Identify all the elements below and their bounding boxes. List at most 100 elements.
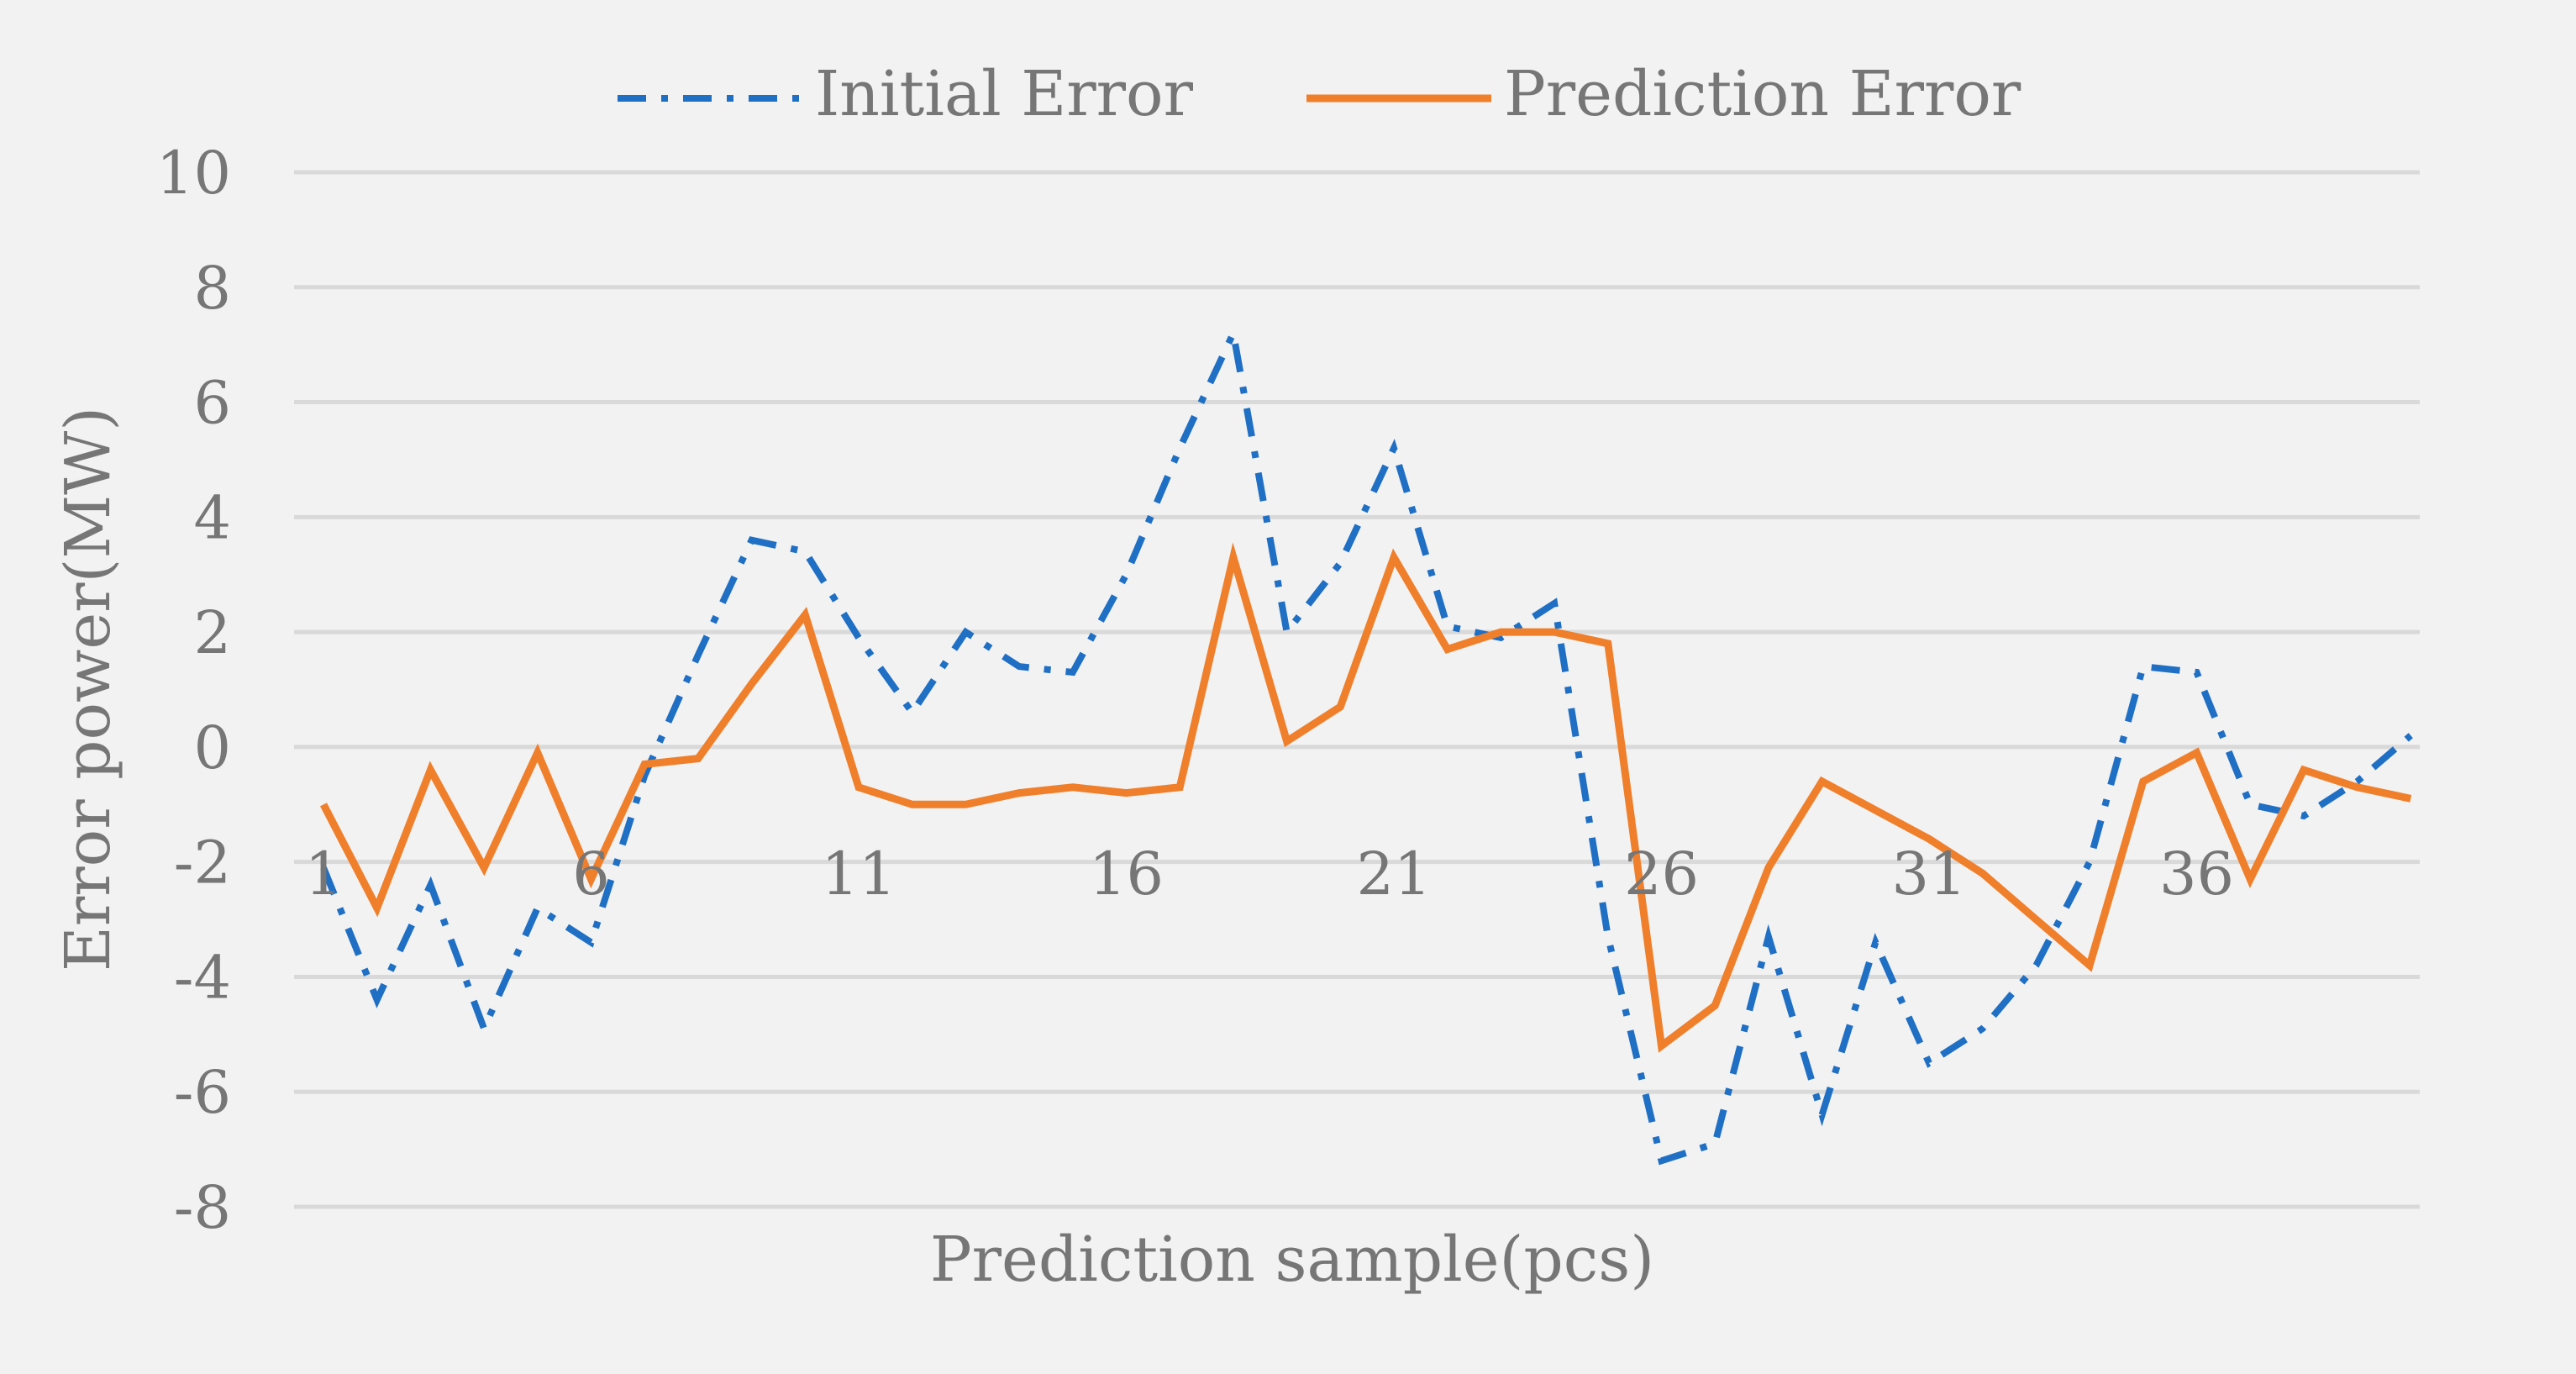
data-point-prediction-error	[1018, 792, 1020, 794]
data-point-prediction-error	[2089, 965, 2090, 966]
data-point-initial-error	[1822, 1114, 1823, 1116]
y-tick-label: 4	[193, 483, 231, 552]
data-point-prediction-error	[1126, 792, 1128, 794]
data-point-initial-error	[2357, 781, 2358, 782]
data-point-initial-error	[644, 775, 645, 776]
data-point-initial-error	[1500, 637, 1501, 639]
data-point-initial-error	[1339, 562, 1341, 564]
data-point-prediction-error	[1286, 740, 1288, 742]
data-point-prediction-error	[1500, 631, 1501, 633]
y-tick-label: 0	[193, 713, 231, 782]
data-point-prediction-error	[804, 614, 806, 616]
x-tick-label: 6	[572, 840, 610, 908]
y-tick-label: -4	[174, 943, 231, 1012]
data-point-prediction-error	[1179, 787, 1180, 788]
data-point-prediction-error	[537, 752, 539, 754]
data-point-prediction-error	[2249, 878, 2251, 880]
data-point-initial-error	[1661, 1160, 1663, 1161]
data-point-prediction-error	[1447, 649, 1448, 650]
data-point-prediction-error	[2410, 798, 2411, 799]
data-point-prediction-error	[2303, 769, 2305, 771]
gridlines	[294, 170, 2420, 1209]
x-tick-label: 1	[305, 840, 343, 908]
data-point-prediction-error	[1661, 1045, 1663, 1047]
y-tick-label: 2	[193, 598, 231, 667]
data-point-initial-error	[2089, 861, 2090, 863]
data-point-prediction-error	[858, 787, 860, 788]
data-point-prediction-error	[1072, 787, 1074, 788]
data-point-prediction-error	[912, 803, 913, 805]
data-point-initial-error	[376, 999, 378, 1001]
data-point-initial-error	[804, 550, 806, 552]
data-point-initial-error	[1714, 1143, 1716, 1145]
data-point-initial-error	[1126, 574, 1128, 576]
data-point-prediction-error	[1607, 643, 1609, 645]
data-point-initial-error	[965, 631, 966, 633]
data-point-initial-error	[1928, 1062, 1930, 1064]
data-point-initial-error	[1179, 447, 1180, 449]
data-point-initial-error	[2303, 815, 2305, 817]
data-point-prediction-error	[376, 907, 378, 908]
series-lines	[320, 322, 2413, 1166]
series-line-prediction-error	[320, 542, 2412, 1053]
x-tick-label: 16	[1089, 840, 1164, 908]
data-point-prediction-error	[429, 769, 431, 771]
data-point-prediction-error	[1874, 809, 1876, 811]
data-point-initial-error	[1286, 631, 1288, 633]
data-point-prediction-error	[1553, 631, 1555, 633]
y-tick-label: -8	[174, 1173, 231, 1242]
data-point-prediction-error	[2357, 787, 2358, 788]
data-point-prediction-error	[1982, 872, 1984, 874]
data-point-initial-error	[1233, 332, 1234, 334]
x-axis-title: Prediction sample(pcs)	[930, 1224, 1654, 1296]
data-point-prediction-error	[1714, 1005, 1716, 1007]
x-tick-label: 21	[1356, 840, 1431, 908]
data-point-prediction-error	[644, 763, 645, 765]
data-point-initial-error	[1072, 671, 1074, 673]
x-axis-ticks: 1 6 11 16 21 26 31 36	[305, 840, 2234, 908]
data-point-initial-error	[1553, 603, 1555, 604]
data-point-initial-error	[858, 637, 860, 639]
data-point-prediction-error	[2142, 781, 2144, 782]
data-point-initial-error	[912, 712, 913, 713]
data-point-initial-error	[591, 941, 592, 943]
y-tick-label: -2	[174, 829, 231, 898]
data-point-prediction-error	[483, 867, 485, 869]
data-point-initial-error	[751, 540, 753, 541]
data-point-initial-error	[2249, 803, 2251, 805]
data-point-prediction-error	[1233, 556, 1234, 558]
data-point-initial-error	[2196, 671, 2198, 673]
data-point-prediction-error	[1822, 781, 1823, 782]
y-tick-label: 8	[193, 254, 231, 323]
data-point-initial-error	[483, 1028, 485, 1029]
data-point-prediction-error	[697, 758, 699, 760]
data-point-initial-error	[429, 884, 431, 886]
x-tick-label: 11	[821, 840, 896, 908]
data-point-prediction-error	[2196, 752, 2198, 754]
y-axis-title: Error power(MW)	[52, 407, 124, 971]
x-tick-label: 36	[2159, 840, 2234, 908]
data-point-prediction-error	[323, 803, 324, 805]
data-point-initial-error	[1607, 936, 1609, 938]
data-point-initial-error	[1874, 941, 1876, 943]
data-point-initial-error	[1768, 936, 1769, 938]
y-tick-label: 6	[193, 369, 231, 438]
legend-label-prediction-error: Prediction Error	[1504, 58, 2021, 130]
data-point-initial-error	[2035, 965, 2037, 966]
data-point-initial-error	[1018, 666, 1020, 667]
y-axis-ticks: 10 8 6 4 2 0 -2 -4 -6 -8	[156, 139, 231, 1242]
data-point-prediction-error	[751, 683, 753, 685]
data-point-prediction-error	[965, 803, 966, 805]
data-point-prediction-error	[1768, 867, 1769, 869]
y-tick-label: 10	[156, 139, 231, 208]
data-point-initial-error	[1982, 1028, 1984, 1029]
data-point-initial-error	[1393, 447, 1395, 449]
series-line-initial-error	[320, 322, 2413, 1166]
data-point-initial-error	[2410, 734, 2411, 736]
y-tick-label: -6	[174, 1058, 231, 1127]
legend-label-initial-error: Initial Error	[815, 58, 1194, 130]
x-tick-label: 26	[1624, 840, 1699, 908]
